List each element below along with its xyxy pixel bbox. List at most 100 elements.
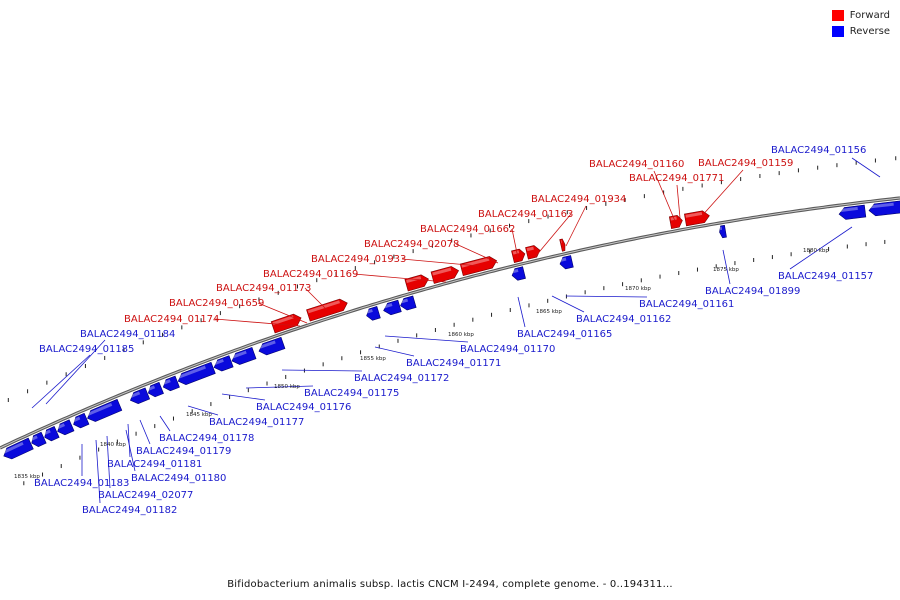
reverse-gene (147, 381, 164, 398)
leader-line (304, 287, 328, 311)
gene-label: BALAC2494_01183 (34, 478, 129, 489)
leader-line (139, 419, 151, 445)
gene-arrow (430, 266, 460, 284)
gene-label: BALAC2494_02078 (364, 239, 459, 250)
gene-shine (177, 365, 206, 379)
backbone-highlight (0, 197, 900, 449)
gene-shine (719, 226, 723, 231)
gene-shine (147, 385, 156, 391)
reverse-gene (129, 387, 151, 404)
leader-line (565, 205, 587, 247)
gene-label: BALAC2494_01157 (778, 271, 873, 282)
legend-label-forward: Forward (849, 9, 890, 21)
reverse-gene (258, 336, 286, 356)
gene-label: BALAC2494_01662 (420, 224, 515, 235)
gene-shine (213, 358, 224, 366)
legend-item-reverse: Reverse (831, 24, 890, 38)
gene-shine (526, 246, 534, 252)
leader-line (534, 213, 572, 258)
reverse-gene (868, 200, 900, 217)
leader-line (125, 429, 136, 472)
gene-label: BALAC2494_01179 (136, 446, 231, 457)
gene-shine (162, 379, 171, 385)
reverse-gene (43, 426, 60, 442)
genome-caption: Bifidobacterium animalis subsp. lactis C… (227, 579, 673, 590)
gene-shine (432, 267, 452, 276)
gene-shine (839, 206, 858, 213)
reverse-swatch (831, 25, 844, 37)
gene-label: BALAC2494_01174 (124, 314, 219, 325)
genome-backbone (0, 196, 900, 450)
gene-shine (129, 391, 141, 399)
gene-shine (512, 250, 520, 255)
gene-arrow (213, 355, 234, 372)
gene-shine (366, 308, 373, 314)
reverse-gene (56, 419, 75, 436)
scale-label: 1870 kbp (625, 286, 651, 292)
forward-gene (270, 313, 302, 334)
gene-shine (383, 303, 393, 309)
gene-labels: BALAC2494_01174 BALAC2494_01659 BALAC2494_… (34, 145, 873, 516)
scale-label: 1845 kbp (186, 412, 212, 418)
gene-arrow (559, 255, 574, 270)
gene-arrow (366, 306, 381, 321)
reverse-gene (719, 224, 727, 239)
gene-label: BALAC2494_01184 (80, 329, 175, 340)
leader-line (106, 435, 111, 489)
leader-line (127, 423, 131, 458)
reverse-gene (177, 361, 216, 385)
gene-arrow (177, 361, 216, 385)
leader-line (221, 393, 266, 401)
leader-line (281, 369, 363, 372)
scale-label: 1875 kbp (713, 267, 739, 273)
gene-arrow (147, 381, 164, 398)
gene-label: BALAC2494_01176 (256, 402, 351, 413)
reverse-gene (2, 437, 34, 460)
leader-line (699, 169, 744, 219)
reverse-gene (213, 355, 234, 372)
gene-arrow (3, 437, 34, 460)
reverse-gene (366, 306, 381, 321)
leader-line (851, 157, 881, 178)
gene-shine (258, 340, 276, 350)
gene-label: BALAC2494_01771 (629, 173, 724, 184)
gene-shine (560, 240, 563, 244)
leader-line (257, 302, 308, 324)
gene-label: BALAC2494_01175 (304, 388, 399, 399)
gene-shine (559, 257, 567, 262)
gene-arrow (162, 375, 180, 392)
gene-features (2, 200, 900, 460)
gene-label: BALAC2494_01181 (107, 459, 202, 470)
reverse-gene (400, 295, 417, 311)
gene-shine (231, 350, 247, 359)
gene-label: BALAC2494_01165 (517, 329, 612, 340)
reverse-gene (838, 204, 867, 220)
gene-label: BALAC2494_01170 (460, 344, 555, 355)
scale-label: 1835 kbp (14, 474, 40, 480)
forward-gene (668, 215, 683, 229)
gene-arrow (511, 248, 526, 263)
forward-swatch (831, 9, 844, 21)
gene-shine (30, 435, 38, 441)
leader-line (551, 295, 585, 313)
gene-arrow (73, 412, 90, 429)
scale-label: 1850 kbp (274, 384, 300, 390)
gene-arrow (511, 266, 526, 281)
reverse-gene (86, 398, 123, 422)
reverse-gene (383, 299, 402, 316)
leader-line (159, 415, 171, 432)
gene-label: BALAC2494_01169 (263, 269, 358, 280)
gene-label: BALAC2494_01180 (131, 473, 226, 484)
leader-line (45, 339, 106, 405)
leader-line (565, 295, 648, 298)
leader-line (722, 249, 731, 285)
gene-label: BALAC2494_01156 (771, 145, 866, 156)
gene-arrow (31, 431, 47, 448)
reverse-gene (511, 266, 526, 281)
gene-label: BALAC2494_01899 (705, 286, 800, 297)
gene-arrow (559, 238, 566, 252)
gene-shine (869, 202, 894, 209)
gene-shine (43, 429, 51, 436)
forward-gene (430, 266, 460, 284)
